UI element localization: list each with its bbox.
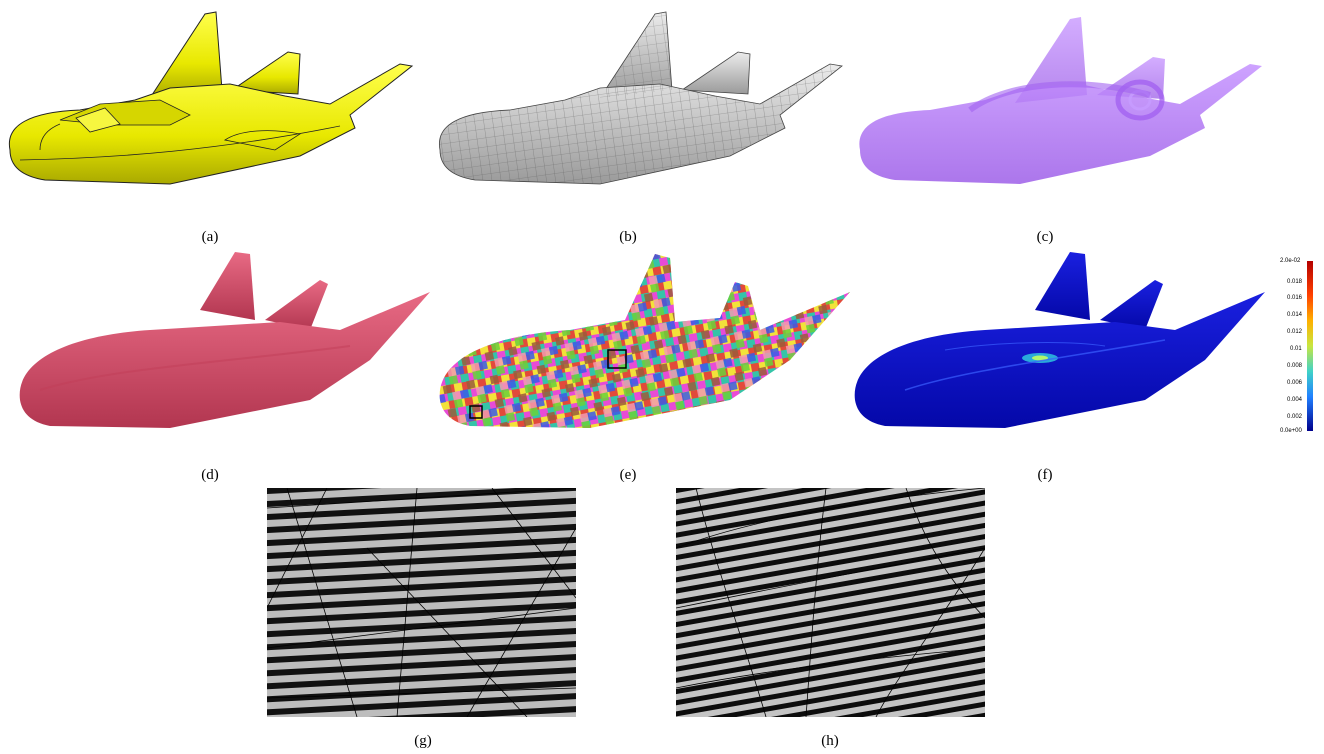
panel-g-zebra-stripes <box>267 488 576 717</box>
caption-a: (a) <box>201 229 219 245</box>
panel-e-patch-layout <box>420 250 860 440</box>
panel-d-smooth-surface <box>0 250 440 440</box>
panel-a-cad-model <box>0 0 420 215</box>
panel-f-error-heatmap <box>840 250 1270 440</box>
caption-h: (h) <box>821 733 839 749</box>
caption-b: (b) <box>619 229 637 245</box>
colorbar-tick-2: 0.016 <box>1287 295 1303 301</box>
colorbar-tick-1: 0.018 <box>1287 279 1303 285</box>
error-colorbar <box>1307 261 1313 431</box>
colorbar-tick-10: 0.0e+00 <box>1280 428 1302 434</box>
colorbar-tick-7: 0.006 <box>1287 380 1303 386</box>
caption-f: (f) <box>1037 467 1053 483</box>
caption-e: (e) <box>619 467 637 483</box>
colorbar-tick-4: 0.012 <box>1287 329 1303 335</box>
colorbar-tick-3: 0.014 <box>1287 312 1303 318</box>
panel-h-zebra-stripes <box>676 488 985 717</box>
caption-g: (g) <box>414 733 432 749</box>
colorbar-tick-8: 0.004 <box>1287 397 1303 403</box>
caption-d: (d) <box>201 467 219 483</box>
colorbar-tick-9: 0.002 <box>1287 414 1303 420</box>
colorbar-tick-6: 0.008 <box>1287 363 1303 369</box>
panel-b-quad-mesh <box>420 0 860 215</box>
colorbar-tick-5: 0.01 <box>1290 346 1302 352</box>
colorbar-tick-0: 2.0e-02 <box>1280 258 1301 264</box>
caption-c: (c) <box>1036 229 1054 245</box>
panel-c-transparent-view <box>840 0 1280 215</box>
